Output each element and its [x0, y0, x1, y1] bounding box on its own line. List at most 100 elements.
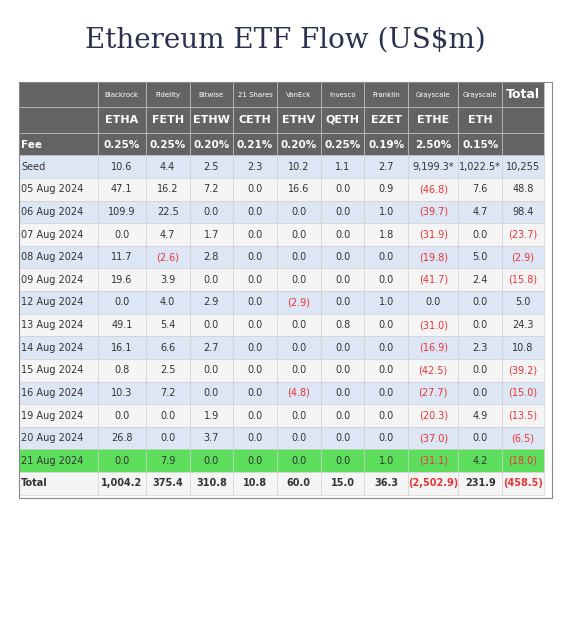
Text: 0.0: 0.0 — [114, 298, 130, 308]
Bar — [408, 472, 459, 495]
Text: (31.0): (31.0) — [419, 320, 448, 330]
Text: 10,255: 10,255 — [506, 162, 540, 172]
Bar — [321, 82, 364, 107]
Bar — [364, 381, 408, 404]
Text: EZET: EZET — [371, 115, 402, 125]
Text: 6.6: 6.6 — [160, 343, 175, 353]
Bar — [321, 246, 364, 268]
Bar — [408, 156, 459, 178]
Text: 0.0: 0.0 — [335, 343, 350, 353]
Bar — [502, 359, 544, 381]
Bar — [321, 156, 364, 178]
Text: 10.6: 10.6 — [111, 162, 132, 172]
Bar — [321, 450, 364, 472]
Bar — [190, 336, 233, 359]
Bar — [233, 314, 277, 336]
Text: 4.4: 4.4 — [160, 162, 175, 172]
Bar — [98, 381, 146, 404]
Text: 06 Aug 2024: 06 Aug 2024 — [21, 207, 83, 217]
Text: 16.1: 16.1 — [111, 343, 132, 353]
Bar — [502, 156, 544, 178]
Bar — [321, 107, 364, 133]
Text: (23.7): (23.7) — [508, 229, 537, 239]
Text: 12 Aug 2024: 12 Aug 2024 — [21, 298, 83, 308]
Bar — [19, 359, 98, 381]
Bar — [502, 268, 544, 291]
Text: 11.7: 11.7 — [111, 252, 132, 262]
Text: 0.25%: 0.25% — [150, 140, 186, 151]
Text: 10.8: 10.8 — [243, 479, 267, 489]
Text: (15.0): (15.0) — [508, 388, 537, 398]
Bar — [364, 246, 408, 268]
Text: 1,004.2: 1,004.2 — [101, 479, 142, 489]
Text: 15.0: 15.0 — [331, 479, 355, 489]
Text: 4.7: 4.7 — [472, 207, 488, 217]
Text: 0.15%: 0.15% — [462, 140, 498, 151]
Bar — [190, 133, 233, 158]
Bar — [233, 223, 277, 246]
Text: 0.0: 0.0 — [247, 184, 263, 194]
Bar — [277, 336, 321, 359]
Bar — [146, 107, 190, 133]
Bar — [233, 201, 277, 223]
Bar — [146, 201, 190, 223]
Text: 0.0: 0.0 — [204, 207, 219, 217]
Bar — [321, 133, 364, 158]
Text: 0.0: 0.0 — [335, 229, 350, 239]
Text: 0.0: 0.0 — [425, 298, 441, 308]
Text: (458.5): (458.5) — [503, 479, 543, 489]
Bar — [364, 178, 408, 201]
Bar — [408, 381, 459, 404]
Text: 0.0: 0.0 — [473, 388, 488, 398]
Text: 9,199.3*: 9,199.3* — [412, 162, 454, 172]
Text: 0.0: 0.0 — [473, 433, 488, 443]
Bar — [190, 178, 233, 201]
Bar — [321, 201, 364, 223]
Bar — [98, 178, 146, 201]
Bar — [459, 156, 502, 178]
Bar — [19, 156, 98, 178]
Bar — [459, 178, 502, 201]
Text: 07 Aug 2024: 07 Aug 2024 — [21, 229, 83, 239]
Text: ETHA: ETHA — [105, 115, 138, 125]
Bar — [233, 268, 277, 291]
Text: 5.0: 5.0 — [515, 298, 530, 308]
Text: (31.9): (31.9) — [419, 229, 448, 239]
Bar — [19, 291, 98, 314]
Text: 0.0: 0.0 — [291, 320, 307, 330]
Text: 2.50%: 2.50% — [415, 140, 451, 151]
Bar — [502, 133, 544, 158]
Bar — [364, 314, 408, 336]
Text: 0.0: 0.0 — [335, 410, 350, 420]
Bar — [98, 246, 146, 268]
Bar — [190, 427, 233, 449]
Bar — [321, 359, 364, 381]
Text: 1,022.5*: 1,022.5* — [459, 162, 501, 172]
Text: (6.5): (6.5) — [511, 433, 534, 443]
Text: (2.6): (2.6) — [156, 252, 179, 262]
Bar — [19, 404, 98, 427]
Text: ETHW: ETHW — [193, 115, 230, 125]
Text: 0.0: 0.0 — [379, 365, 394, 375]
Bar — [277, 450, 321, 472]
Bar — [364, 82, 408, 107]
Text: 26.8: 26.8 — [111, 433, 132, 443]
Text: (15.8): (15.8) — [508, 275, 537, 285]
Bar — [19, 427, 98, 449]
Bar — [146, 82, 190, 107]
Text: 0.0: 0.0 — [247, 410, 263, 420]
Bar — [277, 223, 321, 246]
Bar — [459, 82, 502, 107]
Text: 0.0: 0.0 — [379, 275, 394, 285]
Text: Total: Total — [506, 88, 540, 101]
Bar — [321, 381, 364, 404]
Text: 21 Shares: 21 Shares — [238, 92, 272, 97]
Text: 0.0: 0.0 — [291, 456, 307, 466]
Text: (16.9): (16.9) — [419, 343, 448, 353]
Bar — [19, 268, 98, 291]
Bar — [190, 472, 233, 495]
Bar — [502, 336, 544, 359]
Text: 4.7: 4.7 — [160, 229, 175, 239]
Bar — [98, 336, 146, 359]
Bar — [190, 314, 233, 336]
